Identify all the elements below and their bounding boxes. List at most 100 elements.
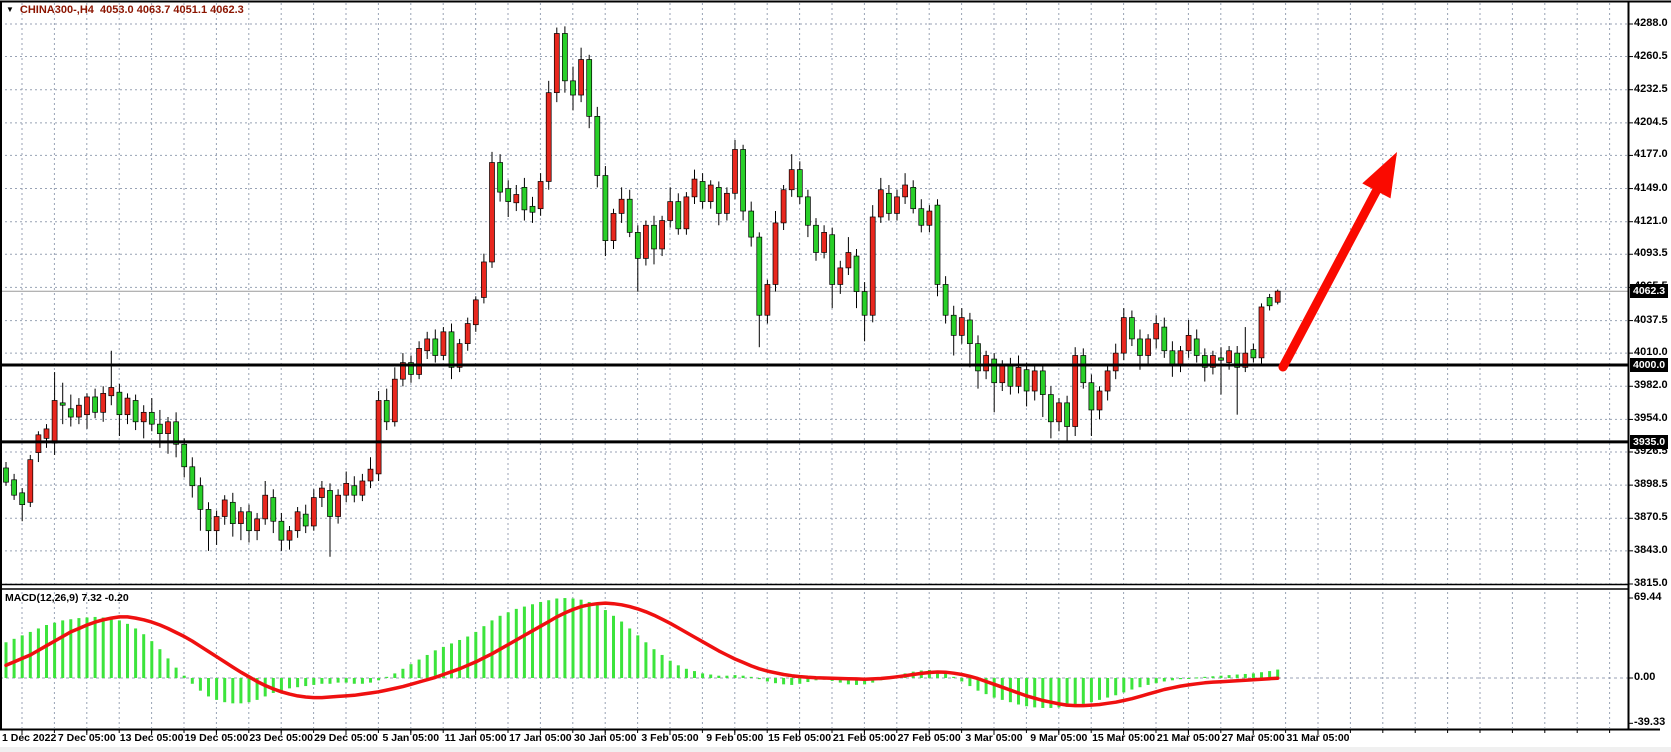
candle-body [51, 400, 58, 444]
macd-bar [231, 678, 235, 704]
macd-bar [304, 678, 308, 687]
macd-bar [150, 641, 154, 678]
macd-bar [190, 678, 194, 684]
candle-body [991, 358, 998, 384]
candle-body [1048, 394, 1054, 423]
candle-body [1031, 370, 1038, 392]
macd-bar [466, 636, 470, 678]
candle-body [213, 516, 220, 532]
macd-bar [1260, 672, 1263, 678]
candle-body [902, 184, 908, 198]
candle-body [578, 59, 584, 96]
macd-bar [952, 676, 956, 678]
candle-body [675, 201, 682, 230]
macd-bar [490, 620, 494, 678]
candle-body [1104, 370, 1111, 392]
macd-bar [134, 628, 138, 678]
macd-bar [247, 678, 251, 703]
candle-body [699, 181, 706, 202]
candle-body [626, 198, 633, 233]
macd-bar [1203, 676, 1207, 678]
candle-body [1250, 349, 1257, 359]
macd-bar [863, 678, 867, 685]
macd-bar [1235, 674, 1239, 678]
macd-bar [1179, 678, 1182, 680]
macd-histogram [4, 598, 1280, 708]
candle-body [1072, 355, 1079, 427]
macd-bar [93, 616, 97, 678]
macd-bar [142, 634, 146, 678]
macd-bar [215, 678, 219, 700]
macd-bar [765, 678, 769, 682]
candle-body [472, 299, 479, 326]
candle-body [1007, 364, 1014, 387]
time-axis-label: 3 Feb 05:00 [641, 732, 699, 744]
candle-body [910, 187, 917, 210]
candle-body [1023, 369, 1030, 392]
candle-body [1137, 338, 1143, 356]
candle-body [1015, 366, 1022, 387]
macd-bar [1162, 678, 1166, 682]
macd-bar [1219, 675, 1223, 678]
candle-body [934, 204, 941, 285]
candle-body [602, 175, 609, 242]
candle-body [1145, 338, 1151, 356]
candle-body [391, 378, 398, 423]
macd-bar [628, 628, 632, 678]
macd-bar [279, 678, 283, 691]
candle-body [529, 205, 536, 213]
candle-body [967, 319, 973, 345]
candle-body [302, 513, 309, 527]
macd-bar [53, 622, 57, 678]
current-price-badge: 4062.3 [1630, 284, 1669, 299]
candle-body [278, 520, 285, 541]
candle-body [408, 362, 414, 375]
macd-bar [531, 604, 534, 678]
macd-bar [360, 678, 364, 684]
macd-bar [563, 598, 567, 678]
macd-bar [1146, 678, 1150, 685]
candle-body [464, 323, 471, 345]
price-axis-tick-label: 4288.0 [1634, 17, 1668, 29]
macd-bar [717, 675, 721, 678]
macd-bar [757, 678, 761, 680]
macd-bar [312, 678, 316, 685]
candle-body [813, 224, 819, 253]
candle-body [100, 393, 107, 413]
candle-body [1096, 390, 1103, 411]
price-axis-tick-label: 3843.0 [1634, 543, 1668, 556]
candle-body [383, 400, 390, 423]
candle-body [999, 364, 1006, 384]
candle-body [634, 232, 641, 259]
price-axis-tick-label: 4260.5 [1634, 49, 1668, 62]
macd-bar [1268, 671, 1272, 678]
candle-body [1274, 290, 1281, 303]
trend-arrow-annotation[interactable] [1278, 152, 1397, 372]
level-4000-badge: 4000.0 [1630, 357, 1669, 372]
candle-body [489, 162, 495, 263]
candle-body [570, 80, 576, 96]
chart-dropdown-icon[interactable]: ▼ [6, 5, 14, 14]
macd-bar [45, 625, 48, 678]
candle-body [586, 59, 593, 117]
macd-bar [522, 606, 526, 678]
candle-body [440, 331, 447, 356]
candle-body [562, 33, 568, 82]
candle-body [424, 338, 431, 352]
candle-body [335, 494, 341, 517]
macd-bar [288, 678, 291, 689]
macd-bar [798, 678, 802, 684]
macd-bar [1081, 678, 1085, 704]
candle-body [76, 404, 82, 418]
candle-body [821, 232, 827, 253]
candle-body [740, 149, 746, 212]
macd-bar [1130, 678, 1134, 690]
candle-body [481, 261, 487, 298]
macd-bar [271, 678, 275, 693]
candle-body [618, 198, 625, 214]
candle-body [359, 480, 366, 496]
candles [3, 26, 1281, 557]
candle-body [513, 194, 520, 204]
